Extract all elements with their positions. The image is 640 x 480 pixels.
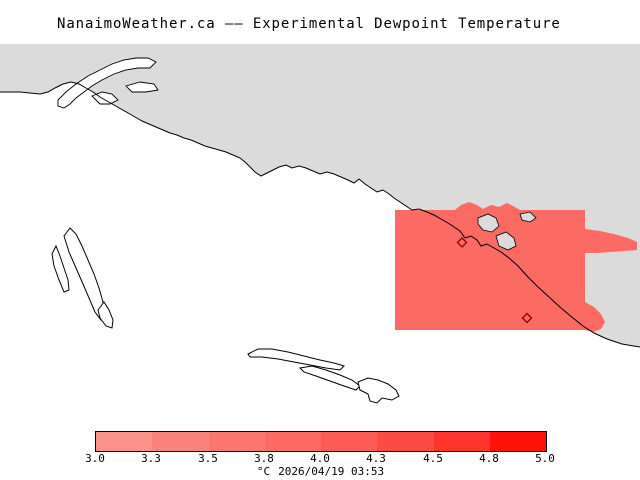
land-patch	[477, 213, 500, 233]
tick-label: 3.0	[85, 452, 105, 465]
colorbar-segment	[208, 432, 265, 451]
island-south-long	[247, 348, 345, 371]
tick-label: 3.3	[141, 452, 161, 465]
island-south-mid	[298, 365, 361, 391]
colorbar-segment	[264, 432, 321, 451]
land-patch	[495, 231, 517, 251]
islands	[51, 227, 400, 404]
overlay-north-lobe	[455, 202, 520, 210]
colorbar-segment	[433, 432, 490, 451]
colorbar-segment	[377, 432, 434, 451]
inlet-pond	[91, 91, 119, 105]
land-patch	[519, 211, 537, 223]
tick-label: 4.8	[479, 452, 499, 465]
overlay-corner-lump	[585, 302, 605, 332]
island-west-long	[63, 227, 106, 321]
overlay-land-patches	[477, 211, 537, 251]
page-title: NanaimoWeather.ca –– Experimental Dewpoi…	[57, 16, 561, 32]
island-west-sliver	[51, 244, 70, 293]
island-west-small	[97, 301, 114, 329]
colorbar-segment	[321, 432, 378, 451]
tick-label: 4.0	[310, 452, 330, 465]
timestamp: 2026/04/19 03:53	[278, 465, 385, 478]
colorbar-segment	[489, 432, 546, 451]
inlet-sliver	[125, 81, 159, 93]
tick-label: 4.3	[366, 452, 386, 465]
overlay-east-arm	[585, 229, 637, 253]
tick-label: 3.5	[198, 452, 218, 465]
dewpoint-overlay	[395, 202, 637, 332]
colorbar-caption: °C 2026/04/19 03:53	[95, 465, 546, 478]
coastline	[0, 81, 640, 348]
colorbar-segment	[152, 432, 209, 451]
units-label: °C	[256, 465, 271, 478]
station-markers	[456, 237, 533, 324]
colorbar-segment	[96, 432, 153, 451]
colorbar-ticks: 3.0 3.3 3.5 3.8 4.0 4.3 4.5 4.8 5.0	[85, 452, 555, 465]
station-marker-diamond	[521, 312, 533, 324]
inlet-channel	[57, 57, 157, 109]
tick-label: 5.0	[535, 452, 555, 465]
station-marker-diamond	[456, 237, 468, 248]
inlet-channels	[57, 57, 159, 109]
island-south-blob	[357, 377, 400, 404]
colorbar	[95, 431, 547, 452]
landmass	[0, 44, 640, 347]
tick-label: 4.5	[423, 452, 443, 465]
overlay-rect	[395, 210, 585, 330]
tick-label: 3.8	[254, 452, 274, 465]
